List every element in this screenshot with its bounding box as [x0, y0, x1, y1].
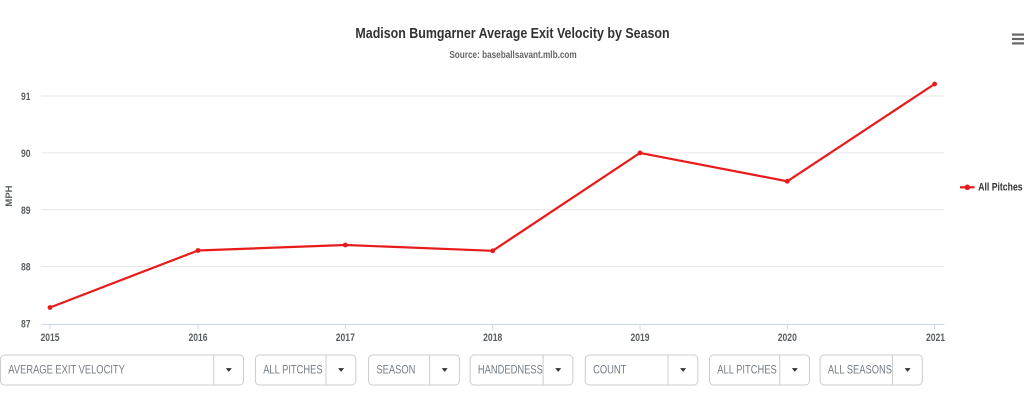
- svg-text:88: 88: [21, 262, 31, 274]
- svg-text:2016: 2016: [188, 332, 208, 344]
- svg-text:89: 89: [21, 205, 31, 217]
- svg-text:87: 87: [21, 319, 31, 331]
- svg-text:ALL SEASONS: ALL SEASONS: [828, 363, 892, 376]
- svg-text:2017: 2017: [336, 332, 356, 344]
- svg-text:Madison Bumgarner Average Exit: Madison Bumgarner Average Exit Velocity …: [355, 25, 669, 41]
- svg-text:SEASON: SEASON: [376, 363, 415, 376]
- svg-text:AVERAGE EXIT VELOCITY: AVERAGE EXIT VELOCITY: [8, 363, 125, 376]
- svg-text:ALL PITCHES: ALL PITCHES: [263, 363, 322, 376]
- svg-text:COUNT: COUNT: [593, 363, 627, 376]
- svg-text:2021: 2021: [926, 332, 946, 344]
- svg-text:All Pitches: All Pitches: [978, 182, 1023, 194]
- svg-text:90: 90: [21, 148, 31, 160]
- svg-text:2019: 2019: [630, 332, 650, 344]
- svg-text:2015: 2015: [40, 332, 60, 344]
- svg-text:Source: baseballsavant.mlb.com: Source: baseballsavant.mlb.com: [449, 49, 576, 60]
- svg-text:MPH: MPH: [4, 185, 15, 206]
- svg-text:2020: 2020: [778, 332, 798, 344]
- svg-text:HANDEDNESS: HANDEDNESS: [478, 363, 543, 376]
- svg-text:ALL PITCHES: ALL PITCHES: [717, 363, 776, 376]
- svg-text:2018: 2018: [483, 332, 503, 344]
- svg-text:91: 91: [21, 91, 31, 103]
